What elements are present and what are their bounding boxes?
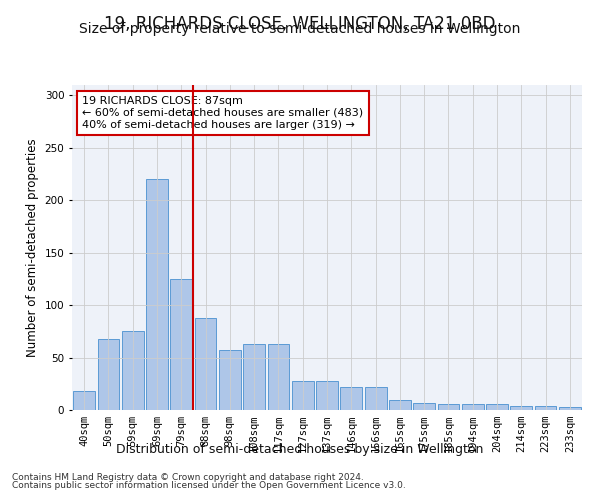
Text: Contains HM Land Registry data © Crown copyright and database right 2024.: Contains HM Land Registry data © Crown c… [12, 472, 364, 482]
Bar [268, 344, 289, 410]
Bar [486, 404, 508, 410]
Bar [437, 404, 460, 410]
Y-axis label: Number of semi-detached properties: Number of semi-detached properties [26, 138, 39, 357]
Bar [292, 380, 314, 410]
Text: Distribution of semi-detached houses by size in Wellington: Distribution of semi-detached houses by … [116, 442, 484, 456]
Text: Contains public sector information licensed under the Open Government Licence v3: Contains public sector information licen… [12, 481, 406, 490]
Bar [316, 380, 338, 410]
Bar [146, 180, 168, 410]
Bar [122, 332, 143, 410]
Bar [389, 400, 411, 410]
Bar [97, 338, 119, 410]
Bar [365, 387, 386, 410]
Bar [511, 406, 532, 410]
Text: 19 RICHARDS CLOSE: 87sqm
← 60% of semi-detached houses are smaller (483)
40% of : 19 RICHARDS CLOSE: 87sqm ← 60% of semi-d… [82, 96, 364, 130]
Bar [462, 404, 484, 410]
Bar [170, 279, 192, 410]
Bar [559, 407, 581, 410]
Text: 19, RICHARDS CLOSE, WELLINGTON, TA21 0BD: 19, RICHARDS CLOSE, WELLINGTON, TA21 0BD [104, 15, 496, 33]
Bar [219, 350, 241, 410]
Bar [194, 318, 217, 410]
Bar [73, 391, 95, 410]
Bar [340, 387, 362, 410]
Bar [535, 406, 556, 410]
Bar [413, 402, 435, 410]
Text: Size of property relative to semi-detached houses in Wellington: Size of property relative to semi-detach… [79, 22, 521, 36]
Bar [243, 344, 265, 410]
